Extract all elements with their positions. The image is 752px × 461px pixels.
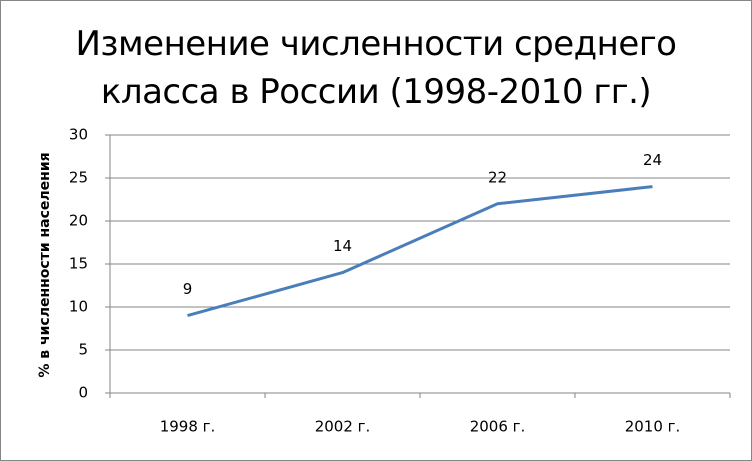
y-tick-label: 20	[69, 212, 88, 230]
x-tick-label: 1998 г.	[160, 418, 216, 436]
y-tick-label: 30	[69, 126, 88, 144]
y-tick-label: 25	[69, 169, 88, 187]
y-tick-label: 5	[78, 341, 88, 359]
x-tick-label: 2006 г.	[470, 418, 526, 436]
chart-title: Изменение численности среднего класса в …	[75, 24, 677, 112]
data-label: 24	[643, 151, 662, 169]
y-tick-label: 10	[69, 298, 88, 316]
data-label: 14	[333, 237, 352, 255]
data-label: 22	[488, 168, 507, 186]
y-tick-label: 0	[78, 384, 88, 402]
y-tick-label: 15	[69, 255, 88, 273]
y-axis-label: % в численности населения	[37, 152, 53, 377]
data-line	[187, 185, 653, 318]
x-tick-label: 2010 г.	[625, 418, 681, 436]
data-label: 9	[183, 280, 193, 298]
x-tick-label: 2002 г.	[315, 418, 371, 436]
